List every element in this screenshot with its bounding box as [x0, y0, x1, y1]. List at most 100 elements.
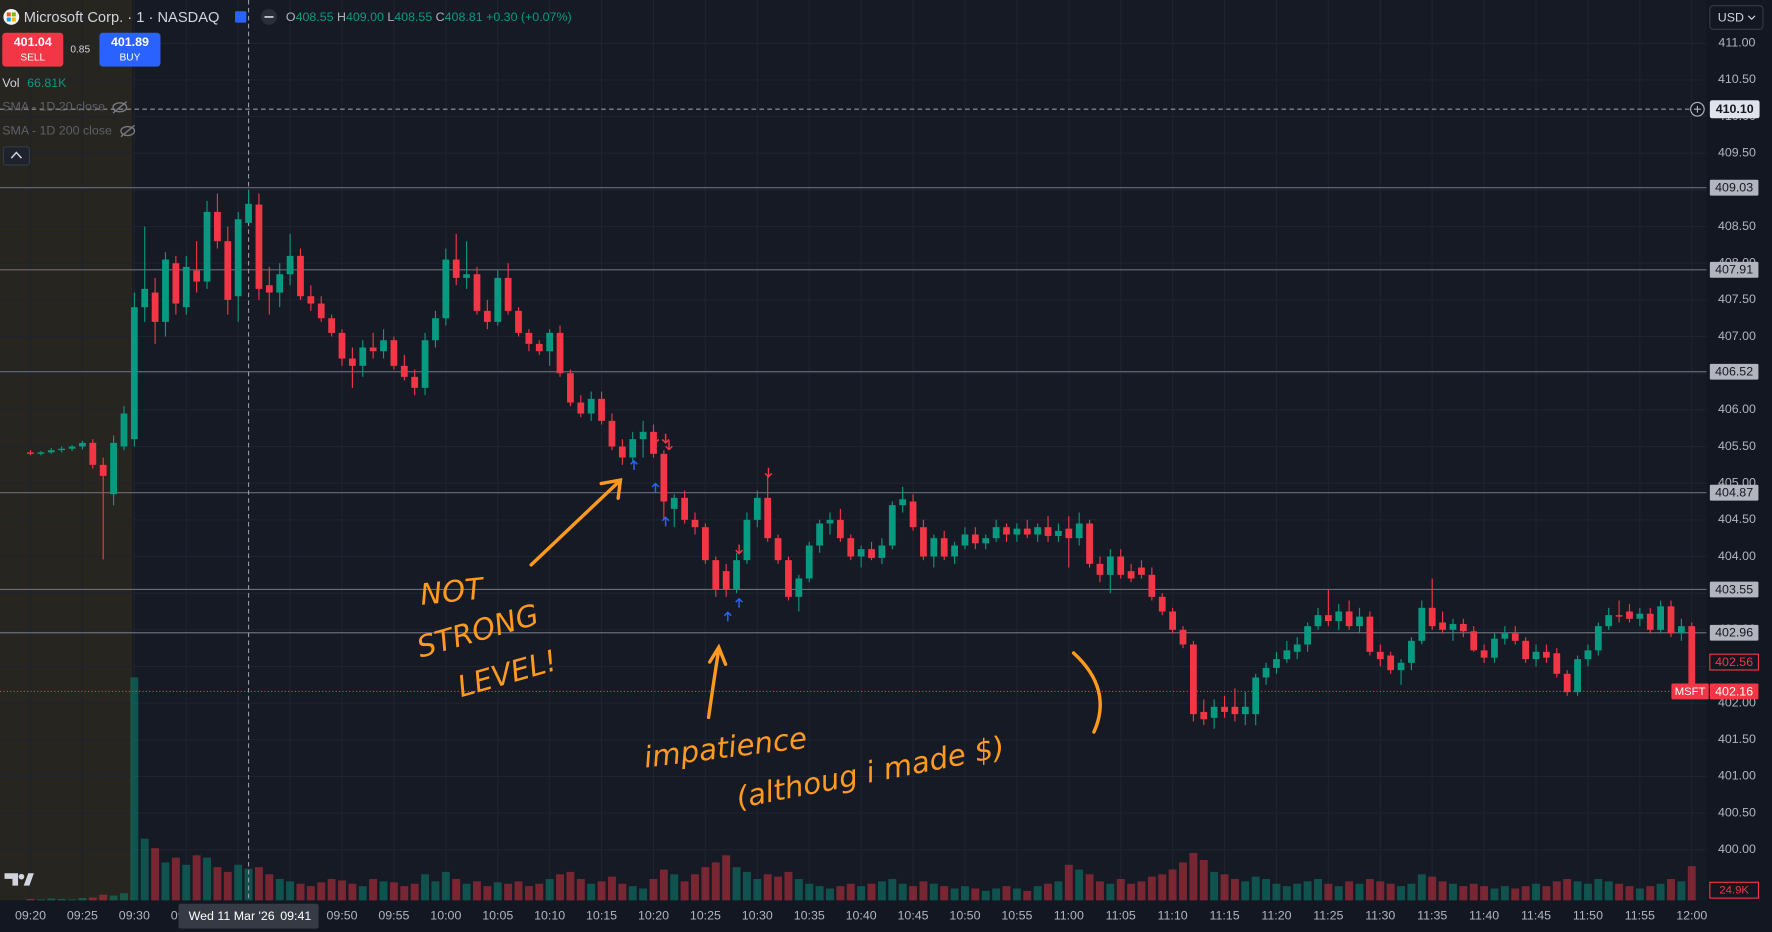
volume-bar [431, 881, 440, 901]
candle-body [89, 442, 97, 465]
indicator-label[interactable]: SMA - 1D 20 close [2, 100, 105, 114]
volume-bar [1293, 883, 1302, 901]
buy-price: 401.89 [111, 35, 149, 49]
candle-body [390, 340, 398, 366]
eye-off-icons [112, 101, 136, 138]
volume-bar [1012, 888, 1021, 901]
candle-body [1138, 567, 1145, 575]
y-tick-label: 400.00 [1718, 842, 1756, 856]
candle-body [79, 442, 86, 447]
volume-bar [1116, 879, 1125, 901]
candle-body [1501, 633, 1509, 639]
candle-body [712, 560, 720, 590]
candle-body [1636, 613, 1644, 619]
signal-arrow-up [735, 597, 743, 608]
candle-body [400, 365, 408, 377]
y-tick-label: 404.50 [1718, 512, 1756, 526]
candle-body [722, 571, 730, 590]
symbol-title[interactable]: Microsoft Corp. · 1 · NASDAQ [24, 10, 220, 26]
x-tick-label: 10:05 [482, 908, 513, 922]
annotation-text: NOT [418, 571, 486, 612]
candle-body [733, 560, 740, 590]
volume-bar [867, 883, 876, 901]
candle-body [1418, 607, 1426, 641]
volume-bar [514, 881, 523, 901]
candle-body [1293, 644, 1301, 652]
tv-logo-part [4, 873, 19, 886]
volume-bar [369, 879, 378, 901]
volume-bar [753, 879, 762, 901]
x-tick-label: 10:35 [794, 908, 825, 922]
volume-bar [826, 888, 834, 901]
indicator-label[interactable]: SMA - 1D 200 close [2, 123, 112, 137]
annotation-arrow [706, 643, 728, 720]
sell-button[interactable] [2, 32, 64, 67]
candle-body [660, 453, 668, 502]
volume-bar [1324, 883, 1333, 901]
candle-body [764, 497, 772, 539]
x-tick-label: 10:25 [690, 908, 721, 922]
volume-bar [327, 879, 336, 901]
candle-body [795, 578, 803, 597]
ohlc-label: C [436, 10, 445, 24]
x-tick-label: 11:40 [1469, 908, 1499, 922]
candle-body [546, 332, 554, 352]
candle-body [816, 523, 823, 546]
candle-body [1023, 528, 1031, 535]
volume-bar [576, 879, 585, 901]
candle-body [1688, 626, 1696, 692]
volume-bar [1438, 881, 1447, 901]
volume-bar [47, 898, 56, 901]
volume-bar [1417, 874, 1426, 901]
eye-icon[interactable] [112, 102, 128, 113]
buy-label: BUY [120, 52, 141, 63]
candle-body [826, 519, 834, 524]
candle-body [951, 545, 958, 557]
collapse-button[interactable] [2, 146, 30, 166]
volume-bar [182, 864, 191, 901]
x-tick-label: 11:10 [1158, 908, 1188, 922]
candle-body [1148, 574, 1156, 597]
volume-bar [1552, 881, 1561, 901]
volume-bar [1490, 888, 1499, 901]
volume-bar [1158, 874, 1167, 901]
volume-bar [1500, 886, 1509, 901]
candle-body [1574, 659, 1581, 693]
volume-bar [1147, 876, 1156, 901]
signal-arrow-down [665, 440, 673, 451]
volume-bar [234, 864, 243, 901]
candle-body [1106, 556, 1114, 575]
volume-bar [1054, 881, 1063, 901]
last-price-name: MSFT [1675, 686, 1706, 698]
volume-bar [1085, 874, 1094, 901]
logo-square [11, 17, 16, 22]
currency-button[interactable] [1709, 5, 1764, 30]
grid [0, 0, 1707, 901]
candle-body [836, 519, 844, 539]
volume-bar [1179, 862, 1187, 901]
volume-bar [1542, 886, 1551, 901]
eye-slash [112, 101, 128, 114]
candle-body [1470, 631, 1478, 651]
volume-bar [992, 888, 1001, 901]
candle-body [1553, 653, 1561, 674]
candle-body [598, 398, 605, 421]
volume-bar [223, 871, 232, 901]
volume-bar [1511, 888, 1520, 901]
candle-body [1376, 651, 1384, 660]
flag-icon[interactable] [235, 11, 247, 23]
x-tick-label: 10:45 [898, 908, 929, 922]
candle-body [1657, 606, 1665, 630]
tv-logo-part [18, 873, 25, 880]
volume-bar [1199, 860, 1208, 901]
crosshair-date: Wed 11 Mar '26 [189, 909, 275, 923]
volume-bar [535, 883, 544, 901]
candle-body [805, 545, 813, 579]
candle-body [224, 241, 232, 300]
candle-body [1646, 613, 1654, 630]
eye-icon[interactable] [120, 125, 136, 137]
volume-bar [670, 874, 679, 901]
candle-body [1304, 626, 1311, 645]
buy-button[interactable] [99, 32, 161, 67]
